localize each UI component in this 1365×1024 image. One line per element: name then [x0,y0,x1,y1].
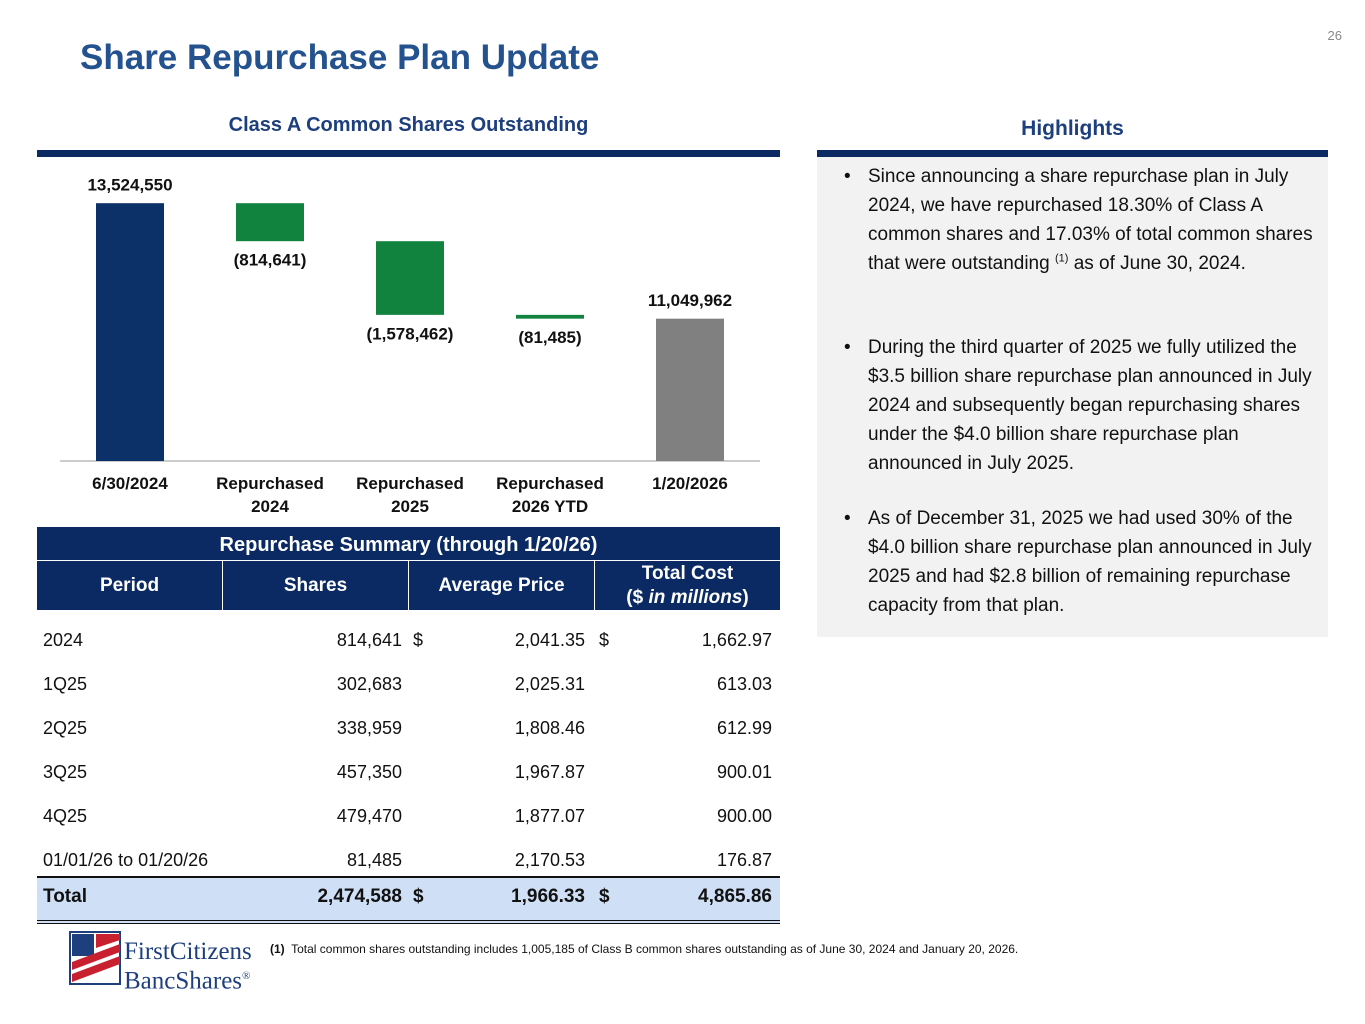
rule [817,150,1328,157]
bullet: • Since announcing a share repurchase pla… [844,162,1323,278]
footnote-text: Total common shares outstanding includes… [291,942,1019,956]
logo-line: FirstCitizens [124,938,252,965]
header-cell: Average Price [409,561,594,610]
table-cell: 4Q25 [43,806,88,826]
rule [37,150,780,157]
header-cell: Period [37,561,222,610]
table-cell: 2,170.53 [514,850,585,870]
bullet: • As of December 31, 2025 we had used 30%… [844,504,1323,620]
bar [656,318,724,461]
logo-reg: ® [242,970,251,982]
table-cell: 3Q25 [43,762,88,782]
table-cell: 338,959 [336,718,402,738]
x-tick-label: 6/30/2024 [92,474,168,493]
header-part: in millions [648,586,743,608]
table-cell: 457,350 [336,762,402,782]
total-cell: 4,865.86 [698,886,772,907]
footnote-marker: (1) [270,942,285,956]
bullet-text: As of December 31, 2025 we had used 30% … [868,508,1312,616]
header-cell: Total Cost ($ in millions) [595,561,780,610]
superscript: (1) [1054,252,1069,265]
table: Repurchase Summary (through 1/20/26) Peri… [37,527,780,927]
header-part: ) [742,586,749,608]
footnote: (1) Total common shares outstanding incl… [270,942,1018,956]
data-label: (1,578,462) [367,324,454,343]
logo-line: BancShares® [124,964,252,993]
chart-title: Class A Common Shares Outstanding [228,114,589,136]
bar [236,203,304,242]
logo-mark [69,931,121,985]
header-line: ($ in millions) [626,586,748,610]
total-row-bg [37,876,780,924]
table-cell: 2024 [43,630,84,650]
logo-word: BancShares [124,967,243,995]
slide-title: Share Repurchase Plan Update [80,38,600,77]
table-cell: $ [413,630,424,650]
total-cell: 2,474,588 [317,886,402,907]
bullet-text: as of June 30, 2024. [1073,253,1246,274]
header-part: ($ [626,586,644,608]
bar [376,241,444,315]
table-title: Repurchase Summary (through 1/20/26) [37,527,780,560]
bullet-dot: • [844,337,851,358]
header-text: Average Price [438,574,565,596]
table-cell: 900.00 [716,806,772,826]
data-label: 13,524,550 [87,176,172,195]
bullet-text: Since announcing a share repurchase plan… [868,166,1313,274]
table-cell: 2Q25 [43,718,88,738]
table-cell: 1,967.87 [514,762,585,782]
highlights-panel: • Since announcing a share repurchase pla… [817,157,1328,637]
table-cell: 814,641 [336,630,402,650]
data-label: 11,049,962 [648,291,732,310]
x-tick-label: Repurchased 2026 YTD [496,474,604,516]
table-cell: 1Q25 [43,674,88,694]
bullet-text: During the third quarter of 2025 we full… [868,337,1312,474]
table-cell: 01/01/26 to 01/20/26 [43,850,209,870]
table-cell: 479,470 [336,806,402,826]
table-cell: 176.87 [716,850,772,870]
table-cell: 1,877.07 [514,806,585,826]
total-cell: $ [413,886,424,907]
header-text: Total Cost ($ in millions) [626,562,748,610]
table-cell: 302,683 [336,674,402,694]
header-text: Shares [283,574,348,596]
table-cell: 612.99 [716,718,772,738]
header-line: Total Cost [641,562,734,584]
table-cell: 1,808.46 [514,718,585,738]
chart: 13,524,550 (814,641) (1,578,462) (81,485) 11… [60,176,760,462]
table-cell: 900.01 [716,762,772,782]
total-cell: $ [599,886,610,907]
bar [516,314,584,319]
data-label: (81,485) [518,328,581,347]
table-cell: 1,662.97 [701,630,772,650]
bullet: • During the third quarter of 2025 we ful… [844,333,1323,478]
x-tick-label: 1/20/2026 [652,474,728,493]
bar [96,203,164,461]
data-label: (814,641) [234,251,307,270]
table-cell: 613.03 [716,674,772,694]
table-cell: 2,025.31 [514,674,585,694]
page-number: 26 [1327,28,1342,43]
header-cell: Shares [223,561,408,610]
total-cell: Total [43,886,87,907]
x-tick-label: Repurchased 2024 [216,474,324,516]
total-cell: 1,966.33 [511,886,585,907]
table-cell: 2,041.35 [514,630,585,650]
header-text: Period [99,574,160,596]
table-cell: 81,485 [346,850,402,870]
x-tick-label: Repurchased 2025 [356,474,464,516]
logo-text: FirstCitizens BancShares® [124,938,252,993]
bullet-dot: • [844,508,851,529]
table-cell: $ [599,630,610,650]
bullet-dot: • [844,166,851,187]
highlights-title: Highlights [1021,117,1124,140]
